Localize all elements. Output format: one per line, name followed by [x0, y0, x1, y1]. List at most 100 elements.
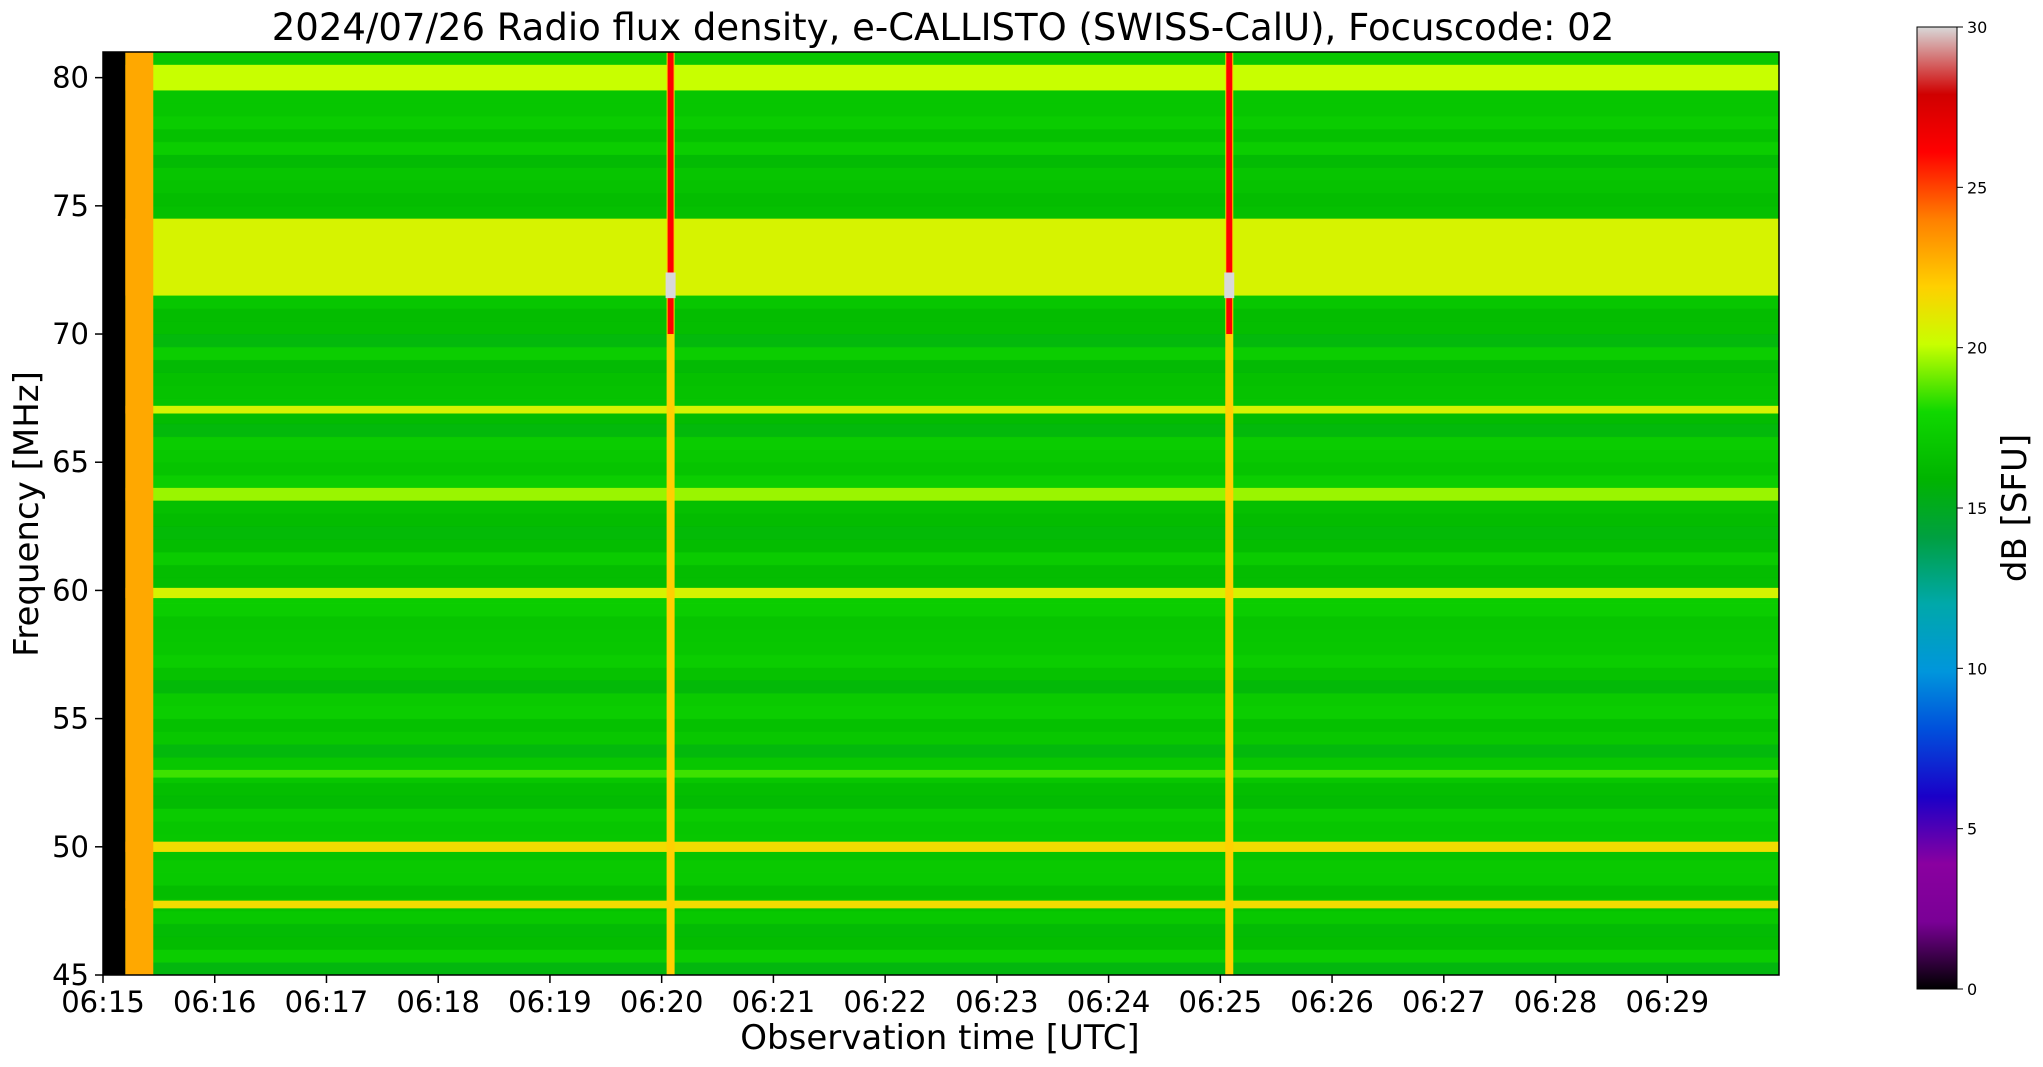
edge-column [125, 52, 154, 975]
texture-row [103, 359, 1779, 373]
texture-row [103, 167, 1779, 181]
x-tick-label: 06:28 [1514, 985, 1598, 1019]
colorbar-label: dB [SFU] [1995, 434, 2035, 582]
emission-band [103, 769, 1779, 778]
burst-peak [665, 272, 676, 299]
colorbar-tick-label: 10 [1967, 659, 1987, 678]
texture-row [103, 577, 1779, 591]
texture-row [103, 52, 1779, 66]
texture-row [103, 667, 1779, 681]
texture-row [103, 346, 1779, 361]
texture-row [103, 564, 1779, 579]
x-tick-label: 06:16 [173, 985, 257, 1019]
x-tick-label: 06:22 [843, 985, 927, 1019]
texture-row [103, 462, 1779, 476]
burst-column [1225, 52, 1234, 975]
x-axis: 06:15 06:16 06:17 06:18 06:19 06:20 06:21 06:22… [61, 975, 1709, 1019]
no-data-region [103, 52, 126, 975]
horizontal-bands [103, 64, 1779, 909]
texture-row [103, 116, 1779, 130]
texture-row [103, 500, 1779, 514]
texture-row [103, 334, 1779, 348]
emission-band [103, 64, 1779, 91]
x-tick-label: 06:19 [508, 985, 592, 1019]
texture-row [103, 180, 1779, 194]
x-tick-label: 06:18 [396, 985, 480, 1019]
texture-row [103, 872, 1779, 886]
texture-row [103, 744, 1779, 758]
texture-row [103, 449, 1779, 463]
texture-row [103, 603, 1779, 617]
texture-row [103, 885, 1779, 899]
texture-row [103, 628, 1779, 643]
spectrogram-texture [103, 52, 1779, 976]
texture-row [103, 910, 1779, 925]
texture-row [103, 321, 1779, 335]
texture-row [103, 385, 1779, 399]
texture-row [103, 641, 1779, 656]
colorbar-tick-label: 30 [1967, 18, 1987, 37]
emission-band [103, 900, 1779, 909]
texture-row [103, 295, 1779, 309]
colorbar-ticks: 0 5 10 15 20 25 30 [1957, 18, 1987, 999]
texture-row [103, 205, 1779, 220]
colorbar-tick-label: 20 [1967, 339, 1987, 358]
x-axis-label: Observation time [UTC] [740, 1018, 1139, 1058]
texture-row [103, 962, 1779, 976]
x-tick-label: 06:24 [1067, 985, 1151, 1019]
y-tick-label: 65 [52, 445, 89, 479]
texture-row [103, 782, 1779, 797]
texture-row [103, 513, 1779, 527]
texture-row [103, 936, 1779, 950]
texture-row [103, 949, 1779, 963]
x-tick-label: 06:29 [1625, 985, 1709, 1019]
texture-row [103, 718, 1779, 732]
texture-row [103, 680, 1779, 694]
texture-row [103, 551, 1779, 566]
texture-row [103, 808, 1779, 822]
burst-peak [1224, 272, 1235, 299]
x-tick-label: 06:25 [1179, 985, 1263, 1019]
y-tick-label: 75 [52, 189, 89, 223]
texture-row [103, 423, 1779, 438]
x-tick-label: 06:27 [1402, 985, 1486, 1019]
x-tick-label: 06:23 [955, 985, 1039, 1019]
texture-row [103, 539, 1779, 553]
texture-row [103, 436, 1779, 450]
vertical-bursts [665, 52, 1235, 975]
y-tick-label: 50 [52, 830, 89, 864]
colorbar-gradient [1916, 26, 1958, 990]
y-tick-label: 55 [52, 702, 89, 736]
texture-row [103, 654, 1779, 668]
texture-row [103, 308, 1779, 322]
emission-band [103, 587, 1779, 599]
texture-row [103, 616, 1779, 630]
x-tick-label: 06:20 [620, 985, 704, 1019]
colorbar-tick-label: 5 [1967, 820, 1977, 839]
texture-row [103, 103, 1779, 117]
texture-row [103, 705, 1779, 720]
colorbar-tick-label: 25 [1967, 178, 1987, 197]
burst-core [667, 52, 674, 335]
texture-row [103, 90, 1779, 104]
texture-row [103, 859, 1779, 873]
colorbar: 0 5 10 15 20 25 30 dB [SFU] [1916, 18, 2035, 999]
texture-row [103, 154, 1779, 168]
burst-column [666, 52, 675, 975]
colorbar-tick-label: 0 [1967, 980, 1977, 999]
texture-row [103, 141, 1779, 156]
emission-band [103, 487, 1779, 501]
texture-row [103, 923, 1779, 938]
texture-row [103, 128, 1779, 143]
plot-frame [102, 51, 1780, 976]
texture-row [103, 526, 1779, 540]
texture-row [103, 475, 1779, 489]
x-tick-label: 06:21 [732, 985, 816, 1019]
emission-band [103, 405, 1779, 414]
texture-row [103, 757, 1779, 771]
y-tick-label: 70 [52, 317, 89, 351]
y-tick-label: 80 [52, 61, 89, 95]
emission-band [103, 841, 1779, 852]
texture-row [103, 410, 1779, 425]
